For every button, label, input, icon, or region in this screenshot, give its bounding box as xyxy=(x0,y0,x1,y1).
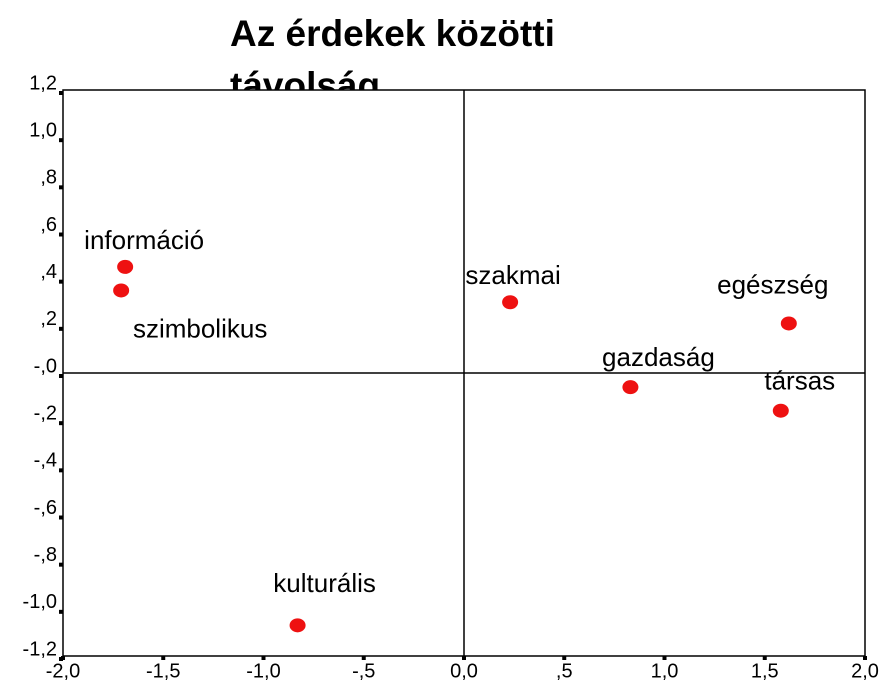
y-tick-label: -,8 xyxy=(34,544,57,566)
point xyxy=(289,618,306,633)
x-tick-label: -1,5 xyxy=(146,660,180,682)
point xyxy=(772,403,789,418)
x-tick-label: 1,5 xyxy=(751,660,779,682)
y-tick-label: ,2 xyxy=(40,308,57,330)
x-tick-label: -2,0 xyxy=(46,660,80,682)
point xyxy=(113,283,130,298)
y-tick-label: ,8 xyxy=(40,167,57,189)
point xyxy=(502,295,519,310)
point-label: információ xyxy=(84,225,204,255)
y-tick-label: -,0 xyxy=(34,355,57,377)
x-tick-label: ,5 xyxy=(556,660,573,682)
y-tick-label: ,4 xyxy=(40,261,57,283)
point-label: kulturális xyxy=(273,568,376,598)
x-tick-label: -,5 xyxy=(352,660,375,682)
y-tick-label: -1,0 xyxy=(23,591,57,613)
point xyxy=(622,380,639,395)
x-tick-label: 0,0 xyxy=(450,660,478,682)
y-tick-label: -,2 xyxy=(34,402,57,424)
y-tick-label: 1,2 xyxy=(29,72,57,94)
y-tick-label: -,6 xyxy=(34,497,57,519)
y-tick-label: 1,0 xyxy=(29,119,57,141)
point xyxy=(117,259,134,274)
point-label: egészség xyxy=(717,269,828,299)
y-tick-label: ,6 xyxy=(40,214,57,236)
point-label: gazdaság xyxy=(602,342,715,372)
point xyxy=(780,316,797,331)
chart-title: Az érdekek közötti távolság xyxy=(230,13,555,106)
point-label: társas xyxy=(764,366,835,396)
x-tick-label: 1,0 xyxy=(651,660,679,682)
y-tick-label: -,4 xyxy=(34,450,57,472)
y-tick-label: -1,2 xyxy=(23,638,57,660)
x-tick-label: -1,0 xyxy=(246,660,280,682)
point-label: szimbolikus xyxy=(133,313,267,343)
point-label: szakmai xyxy=(465,260,560,290)
x-tick-label: 2,0 xyxy=(851,660,879,682)
